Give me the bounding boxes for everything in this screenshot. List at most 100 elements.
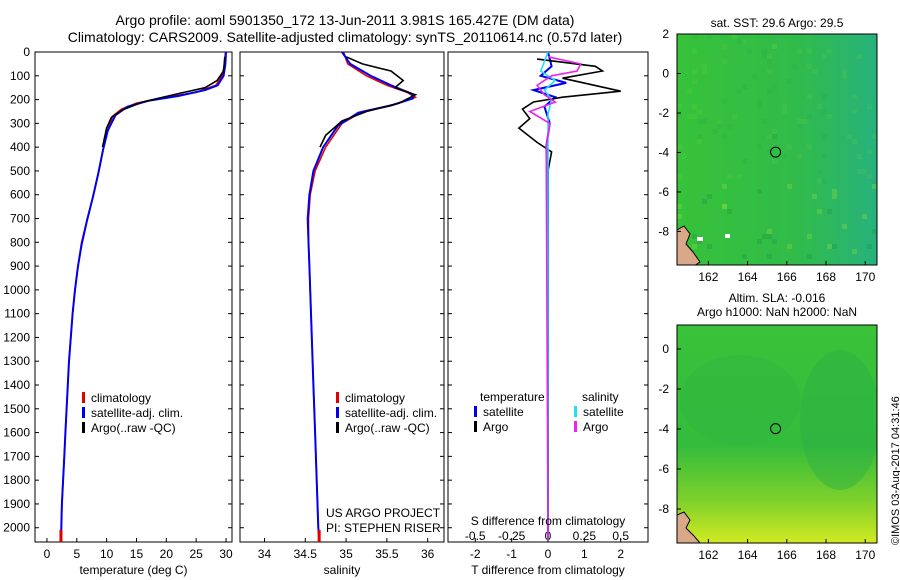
x-tick-label: 36 [421, 547, 435, 561]
land-shape [677, 225, 701, 265]
argo-location-marker [770, 146, 782, 158]
y-tick-label: 1500 [3, 402, 30, 416]
series-group [517, 52, 621, 540]
legend-argo: Argo(..raw -QC) [91, 421, 176, 435]
difference-xlabel: T difference from climatology [471, 563, 625, 577]
x-tick-label: 2 [617, 547, 624, 561]
figure-title-line2: Climatology: CARS2009. Satellite-adjuste… [67, 29, 623, 45]
series-line [60, 52, 227, 540]
legend-satellite-adj: satellite-adj. clim. [345, 406, 438, 420]
legend-argo: Argo(..raw -QC) [345, 421, 430, 435]
legend-satellite-adj: satellite-adj. clim. [91, 406, 184, 420]
y-tick-label: 900 [10, 259, 30, 273]
map-y-tick-label: -2 [658, 106, 669, 120]
series-line [517, 58, 621, 540]
salinity-legend: climatology satellite-adj. clim. Argo(..… [336, 391, 437, 436]
temperature-xlabel: temperature (deg C) [79, 563, 188, 577]
x-tick-label: 34 [258, 547, 272, 561]
y-tick-label: 1600 [3, 426, 30, 440]
series-line [101, 56, 226, 148]
map-x-tick-label: 164 [738, 270, 758, 284]
x-tick-label: 1 [581, 547, 588, 561]
map-y-tick-label: -6 [658, 462, 669, 476]
legend-temperature-title: temperature [480, 390, 545, 404]
legend-s-satellite: satellite [583, 405, 624, 419]
map-y-tick-label: 2 [662, 27, 669, 41]
map-y-tick-label: -4 [658, 422, 669, 436]
map-y-tick-label: -8 [658, 224, 669, 238]
y-tick-label: 800 [10, 235, 30, 249]
series-line [527, 56, 582, 540]
sla-map-title-line2: Argo h1000: NaN h2000: NaN [696, 305, 858, 319]
y-tick-label: 1900 [3, 497, 30, 511]
y-tick-label: 0 [23, 45, 30, 59]
temperature-legend: climatology satellite-adj. clim. Argo(..… [82, 391, 183, 436]
x-tick-label: 10 [100, 547, 114, 561]
x-tick-label: 35 [339, 547, 353, 561]
sla-map [677, 325, 877, 543]
y-tick-label: 1400 [3, 378, 30, 392]
project-pi: PI: STEPHEN RISER [326, 521, 441, 535]
y-tick-label: 1300 [3, 354, 30, 368]
land-shape [677, 511, 701, 543]
series-line [60, 52, 227, 540]
y-tick-label: 400 [10, 140, 30, 154]
figure-title-line1: Argo profile: aoml 5901350_172 13-Jun-20… [115, 12, 575, 28]
salinity-xlabel: salinity [323, 563, 361, 577]
y-tick-label: 500 [10, 164, 30, 178]
y-tick-label: 2000 [3, 521, 30, 535]
project-annotation: US ARGO PROJECT PI: STEPHEN RISER [326, 506, 441, 536]
x-tick-label: -1 [506, 547, 517, 561]
legend-climatology: climatology [345, 391, 406, 405]
legend-climatology: climatology [91, 391, 152, 405]
x-tick-label: 35.5 [375, 547, 399, 561]
x-tick-label: 0 [545, 547, 552, 561]
map-x-tick-label: 162 [698, 548, 718, 562]
map-x-tick-label: 166 [777, 270, 797, 284]
x-tick-label: 0 [44, 547, 51, 561]
map-x-tick-label: 166 [777, 548, 797, 562]
ice-patch [697, 237, 703, 241]
argo-location-marker [770, 423, 782, 435]
y-tick-label: 100 [10, 69, 30, 83]
y-tick-label: 1000 [3, 283, 30, 297]
map-x-tick-label: 168 [816, 270, 836, 284]
map-x-tick-label: 164 [738, 548, 758, 562]
x-tick-label: 15 [130, 547, 144, 561]
series-line [307, 52, 418, 540]
y-tick-label: 200 [10, 93, 30, 107]
map-y-tick-label: -8 [658, 502, 669, 516]
y-tick-label: 1100 [4, 307, 30, 321]
map-y-tick-label: 0 [662, 66, 669, 80]
legend-t-satellite: satellite [483, 405, 524, 419]
bottom-marker [317, 530, 321, 542]
difference-top-xlabel: S difference from climatology [470, 514, 626, 528]
y-tick-label: 300 [10, 116, 30, 130]
series-group [60, 52, 227, 540]
y-tick-label: 600 [10, 188, 30, 202]
x-top-tick-label: -0.5 [465, 529, 486, 543]
series-line [319, 56, 418, 148]
legend-t-argo: Argo [483, 420, 509, 434]
x-top-tick-label: 0.25 [573, 529, 597, 543]
x-tick-label: -2 [470, 547, 481, 561]
credit-text: ©IMOS 03-Aug-2017 04:31:46 [890, 396, 900, 545]
map-x-tick-label: 170 [855, 548, 875, 562]
sla-map-title-line1: Altim. SLA: -0.016 [728, 291, 826, 305]
map-x-tick-label: 168 [816, 548, 836, 562]
sst-map-title: sat. SST: 29.6 Argo: 29.5 [710, 16, 844, 30]
legend-salinity-title: salinity [582, 390, 619, 404]
x-tick-label: 34.5 [294, 547, 318, 561]
map-y-tick-label: -6 [658, 185, 669, 199]
y-tick-label: 1700 [3, 449, 30, 463]
salinity-panel-frame [239, 51, 445, 543]
x-tick-label: 30 [219, 547, 233, 561]
sla-map-frame [676, 324, 878, 544]
y-tick-label: 1200 [3, 330, 30, 344]
x-tick-label: 20 [160, 547, 174, 561]
series-line [539, 52, 557, 540]
bottom-marker [59, 530, 63, 542]
x-top-tick-label: -0.25 [498, 529, 526, 543]
series-group [306, 52, 418, 540]
project-name: US ARGO PROJECT [326, 506, 441, 520]
